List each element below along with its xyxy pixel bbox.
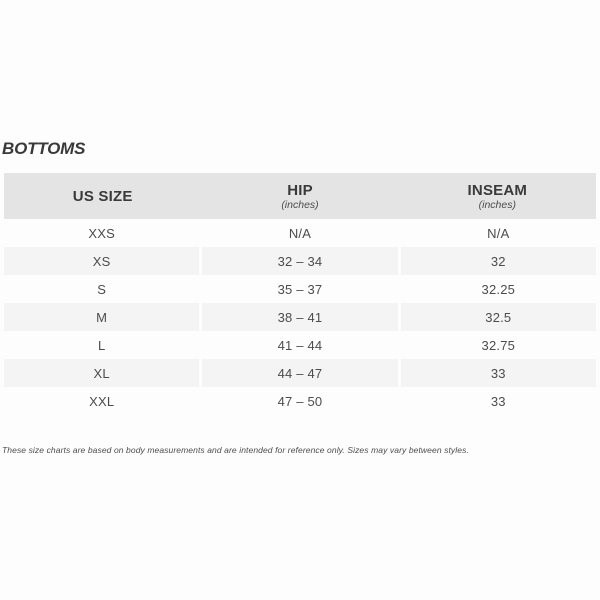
table-row-xl: XL 44 – 47 33: [4, 359, 596, 387]
inseam-cell: 32: [400, 247, 596, 275]
size-cell: L: [97, 337, 106, 353]
table-header-row: US SIZE HIP (inches) INSEAM (inches): [4, 173, 596, 219]
size-table: US SIZE HIP (inches) INSEAM (inches) XXS…: [4, 173, 596, 415]
hip-cell: 32 – 34: [202, 247, 398, 275]
inseam-cell: 32.25: [481, 281, 516, 297]
inseam-cell: 32.5: [400, 303, 596, 331]
header-cell-us-size: US SIZE: [4, 173, 201, 219]
table-row-l: L 41 – 44 32.75: [4, 331, 596, 359]
header-cell-hip: HIP (inches): [201, 173, 398, 219]
table-row-s: S 35 – 37 32.25: [4, 275, 596, 303]
hip-cell: 44 – 47: [202, 359, 398, 387]
size-chart-page: BOTTOMS US SIZE HIP (inches) INSEAM (inc…: [2, 139, 596, 455]
inseam-cell: N/A: [487, 225, 510, 241]
disclaimer-footnote: These size charts are based on body meas…: [2, 445, 469, 455]
hip-cell: N/A: [288, 225, 312, 241]
table-row-xxl: XXL 47 – 50 33: [4, 387, 596, 415]
hip-cell: 38 – 41: [202, 303, 398, 331]
hip-cell: 41 – 44: [277, 337, 323, 353]
size-cell: S: [97, 281, 107, 297]
column-label: US SIZE: [72, 187, 133, 205]
column-label: HIP: [287, 181, 313, 199]
column-label: INSEAM: [467, 181, 528, 199]
size-cell: XXL: [89, 393, 115, 409]
hip-cell: 35 – 37: [277, 281, 323, 297]
size-cell: XL: [4, 359, 200, 387]
inseam-cell: 32.75: [481, 337, 516, 353]
column-sublabel: (inches): [281, 198, 319, 211]
size-cell: XS: [4, 247, 200, 275]
inseam-cell: 33: [400, 359, 596, 387]
size-cell: XXS: [88, 225, 115, 241]
size-cell: M: [4, 303, 200, 331]
page-title: BOTTOMS: [2, 139, 86, 158]
inseam-cell: 33: [490, 393, 506, 409]
table-row-xxs: XXS N/A N/A: [4, 219, 596, 247]
table-row-xs: XS 32 – 34 32: [4, 247, 596, 275]
column-sublabel: (inches): [478, 198, 516, 211]
hip-cell: 47 – 50: [277, 393, 323, 409]
table-row-m: M 38 – 41 32.5: [4, 303, 596, 331]
header-cell-inseam: INSEAM (inches): [399, 173, 596, 219]
